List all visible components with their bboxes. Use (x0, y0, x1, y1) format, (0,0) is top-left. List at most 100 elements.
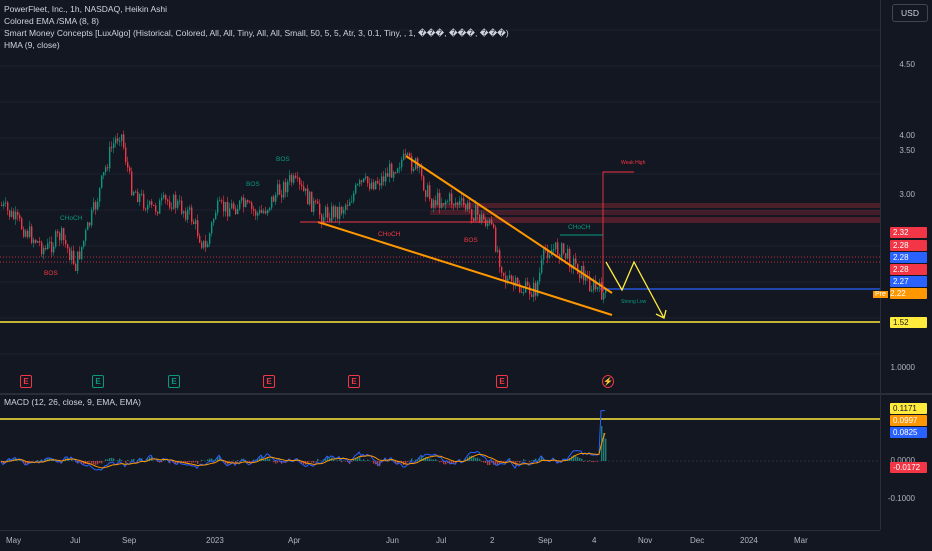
candle-body (207, 244, 208, 247)
dividend-icon[interactable]: E (168, 375, 180, 388)
candle-body (249, 202, 250, 203)
candle-body (131, 171, 132, 195)
time-tick: 2023 (206, 536, 224, 545)
candle-body (433, 200, 434, 207)
candle-body (7, 202, 8, 210)
price-chart[interactable] (0, 0, 932, 395)
time-tick: 4 (592, 536, 596, 545)
price-tick: 4.50 (899, 60, 915, 69)
candle-body (337, 207, 338, 219)
candle-body (459, 201, 460, 205)
macd-histogram-bar (439, 461, 440, 462)
macd-histogram-bar (97, 461, 98, 464)
candle-body (277, 184, 278, 195)
candle-body (485, 220, 486, 227)
candle-body (539, 273, 540, 282)
candle-body (353, 193, 354, 201)
candle-body (237, 209, 238, 214)
candle-body (509, 275, 510, 278)
macd-histogram-bar (193, 461, 194, 463)
candle-body (215, 213, 216, 219)
macd-histogram-bar (475, 458, 476, 461)
candle-body (183, 211, 184, 213)
earnings-icon[interactable]: E (348, 375, 360, 388)
candle-body (347, 205, 348, 206)
news-flash-icon[interactable]: ⚡ (602, 375, 614, 388)
candle-body (341, 207, 342, 214)
candle-body (95, 202, 96, 209)
macd-histogram-bar (587, 461, 588, 462)
candle-body (51, 242, 52, 253)
indicator-hma[interactable]: HMA (9, close) (4, 40, 60, 51)
candle-body (473, 219, 474, 221)
time-axis[interactable]: May Jul Sep 2023 Apr Jun Jul 2 Sep 4 Nov… (0, 530, 880, 551)
macd-histogram-bar (125, 461, 126, 463)
candle-body (129, 167, 130, 171)
smc-choch-label: CHoCH (568, 224, 590, 231)
macd-histogram-bar (131, 459, 132, 461)
candle-body (491, 219, 492, 224)
candle-body (453, 204, 454, 205)
candle-body (475, 205, 476, 221)
candle-body (127, 162, 128, 167)
price-axis[interactable]: 4.50 4.00 3.50 3.00 1.0000 2.32 2.28 2.2… (880, 0, 932, 530)
macd-histogram-bar (441, 461, 442, 462)
macd-chart[interactable] (0, 395, 932, 530)
price-tag: 2.32 (890, 227, 927, 238)
macd-histogram-bar (197, 461, 198, 464)
earnings-icon[interactable]: E (263, 375, 275, 388)
macd-histogram-bar (523, 459, 524, 461)
candle-body (487, 224, 488, 227)
smc-bos-label: BOS (44, 270, 58, 277)
candle-body (451, 194, 452, 205)
earnings-icon[interactable]: E (20, 375, 32, 388)
macd-histogram-bar (479, 459, 480, 461)
candle-body (437, 193, 438, 205)
earnings-icon[interactable]: E (496, 375, 508, 388)
candle-body (543, 249, 544, 259)
candle-body (395, 172, 396, 173)
macd-histogram-bar (487, 461, 488, 465)
candle-body (157, 212, 158, 214)
macd-histogram-bar (191, 461, 192, 463)
candle-body (447, 201, 448, 202)
macd-histogram-bar (477, 458, 478, 461)
symbol-title[interactable]: PowerFleet, Inc., 1h, NASDAQ, Heikin Ash… (4, 4, 167, 15)
indicator-macd[interactable]: MACD (12, 26, close, 9, EMA, EMA) (4, 397, 141, 408)
candle-body (65, 240, 66, 244)
supply-zone (430, 203, 880, 208)
candle-body (603, 293, 604, 300)
dividend-icon[interactable]: E (92, 375, 104, 388)
candle-body (275, 195, 276, 202)
pre-market-price: 2.22 (890, 289, 906, 298)
candle-body (253, 209, 254, 211)
candle-body (85, 230, 86, 241)
candle-body (173, 195, 174, 209)
candle-body (17, 212, 18, 215)
candle-body (73, 251, 74, 264)
time-tick: May (6, 536, 21, 545)
indicator-ema-sma[interactable]: Colored EMA /SMA (8, 8) (4, 16, 99, 27)
candle-body (71, 251, 72, 260)
candle-body (401, 160, 402, 167)
candle-body (257, 213, 258, 216)
macd-histogram-bar (119, 459, 120, 461)
candle-body (185, 211, 186, 219)
macd-histogram-bar (517, 461, 518, 462)
candle-body (161, 198, 162, 201)
candle-body (187, 210, 188, 220)
candle-body (463, 198, 464, 204)
candle-body (259, 210, 260, 213)
indicator-smc[interactable]: Smart Money Concepts [LuxAlgo] (Historic… (4, 28, 509, 39)
macd-histogram-bar (317, 459, 318, 461)
time-tick: Sep (538, 536, 552, 545)
macd-histogram-bar (237, 460, 238, 461)
candle-body (399, 167, 400, 168)
candle-body (297, 178, 298, 179)
macd-histogram-bar (363, 459, 364, 461)
candle-body (87, 222, 88, 230)
candle-body (455, 203, 456, 205)
candle-body (575, 259, 576, 264)
smc-choch-label: CHoCH (60, 215, 82, 222)
candle-body (273, 196, 274, 201)
